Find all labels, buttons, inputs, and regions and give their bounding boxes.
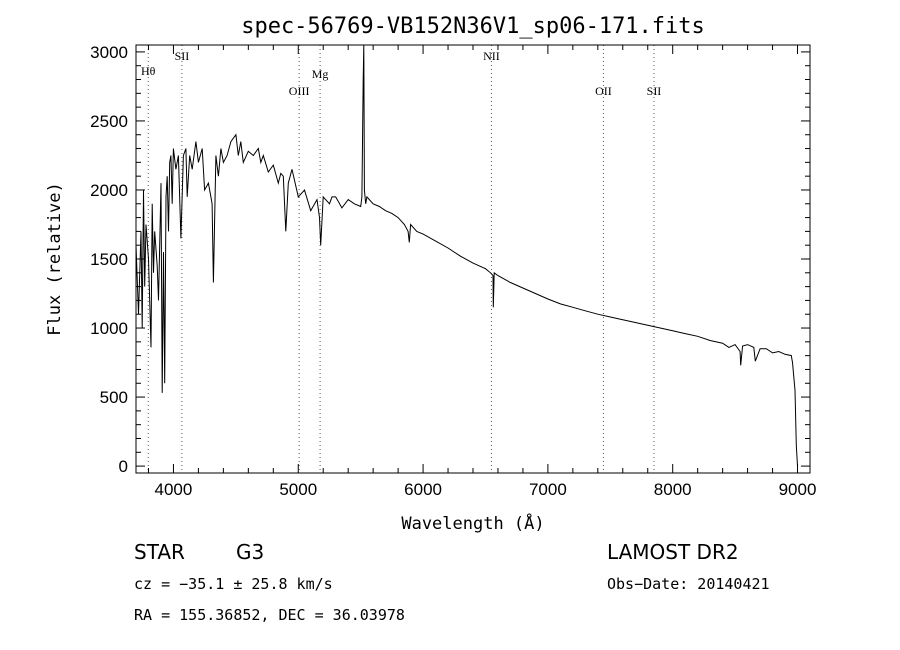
object-class: STAR bbox=[134, 540, 185, 564]
x-axis-label: Wavelength (Å) bbox=[401, 512, 544, 534]
reference-line-label: NII bbox=[483, 49, 500, 63]
chart-title: spec-56769-VB152N36V1_sp06-171.fits bbox=[241, 14, 705, 39]
y-tick-label: 500 bbox=[100, 388, 128, 407]
y-tick-label: 2000 bbox=[90, 181, 128, 200]
y-tick-label: 1000 bbox=[90, 319, 128, 338]
y-axis-ticks: 0 500 1000 1500 2000 2500 3000 bbox=[90, 43, 810, 476]
reference-line-label: OIII bbox=[289, 84, 310, 98]
x-tick-label: 7000 bbox=[529, 480, 567, 499]
reference-line-label: SII bbox=[175, 49, 190, 63]
reference-line-label: Hθ bbox=[141, 64, 156, 78]
x-tick-label: 9000 bbox=[779, 480, 817, 499]
y-tick-label: 3000 bbox=[90, 43, 128, 62]
plot-frame bbox=[135, 44, 811, 474]
reference-line-label: SII bbox=[647, 84, 662, 98]
y-tick-label: 2500 bbox=[90, 112, 128, 131]
reference-line-label: OII bbox=[595, 84, 612, 98]
x-tick-label: 8000 bbox=[654, 480, 692, 499]
reference-lines bbox=[147, 45, 655, 473]
coordinates: RA = 155.36852, DEC = 36.03978 bbox=[134, 606, 405, 624]
y-tick-label: 1500 bbox=[90, 250, 128, 269]
object-subclass: G3 bbox=[236, 540, 264, 564]
spectrum-line bbox=[135, 44, 798, 467]
survey-name: LAMOST DR2 bbox=[607, 540, 739, 564]
redshift-info: cz = −35.1 ± 25.8 km/s bbox=[134, 575, 333, 593]
reference-line-label: Mg bbox=[312, 67, 329, 81]
x-tick-label: 5000 bbox=[279, 480, 317, 499]
x-axis-ticks: 4000 5000 6000 7000 8000 9000 bbox=[147, 45, 817, 499]
x-tick-label: 4000 bbox=[155, 480, 193, 499]
observation-date: Obs−Date: 20140421 bbox=[607, 575, 770, 593]
y-tick-label: 0 bbox=[119, 457, 128, 476]
y-axis-label: Flux (relative) bbox=[45, 182, 65, 336]
x-tick-label: 6000 bbox=[404, 480, 442, 499]
